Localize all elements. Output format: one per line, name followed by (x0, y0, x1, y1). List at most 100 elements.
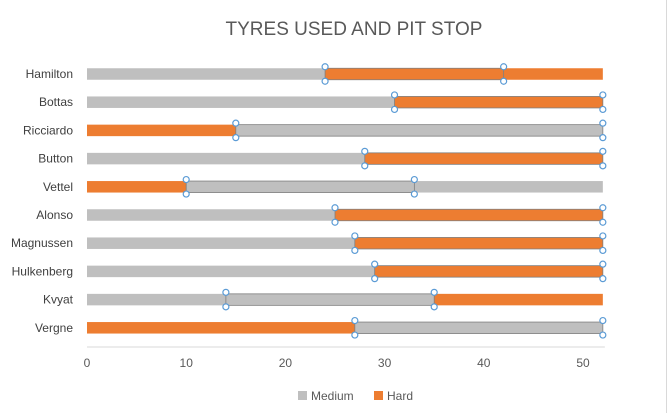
selection-handle[interactable] (599, 232, 607, 240)
selection-handle[interactable] (331, 204, 339, 212)
selection-handle[interactable] (182, 190, 190, 198)
category-label: Vergne (35, 321, 73, 335)
selection-handle[interactable] (599, 147, 607, 155)
selection-handle[interactable] (351, 232, 359, 240)
selection-handle[interactable] (232, 134, 240, 142)
selection-handle[interactable] (361, 147, 369, 155)
selection-outline (394, 96, 604, 109)
bar-segment-hard[interactable] (335, 209, 603, 221)
x-tick-label: 0 (84, 356, 91, 370)
bar-segment-hard[interactable] (503, 68, 603, 80)
selection-handle[interactable] (500, 77, 508, 85)
x-tick-label: 40 (477, 356, 491, 370)
selection-handle[interactable] (599, 105, 607, 114)
bar-segment-medium[interactable] (87, 209, 335, 221)
bar-segment-medium[interactable] (87, 265, 375, 278)
selection-handle[interactable] (351, 316, 359, 325)
category-label: Alonso (36, 208, 73, 222)
selection-handle[interactable] (351, 246, 359, 255)
selection-handle[interactable] (599, 218, 607, 226)
selection-handle[interactable] (599, 331, 607, 339)
x-tick-label: 30 (378, 356, 392, 370)
selection-outline (364, 152, 604, 165)
bar-segment-hard[interactable] (87, 124, 236, 137)
selection-outline (374, 265, 604, 278)
bar-segment-hard[interactable] (434, 293, 603, 306)
selection-handle[interactable] (430, 303, 438, 311)
selection-handle[interactable] (410, 175, 418, 184)
category-label: Kvyat (43, 293, 74, 307)
selection-handle[interactable] (321, 77, 329, 85)
category-axis: Hamilton Bottas Ricciardo Button Vettel Alons… (11, 67, 74, 335)
selection-handle[interactable] (182, 175, 190, 184)
selection-handle[interactable] (371, 260, 379, 268)
selection-outline (185, 180, 415, 193)
bar-segment-medium[interactable] (225, 293, 435, 306)
bar-segment-medium[interactable] (186, 181, 415, 193)
bar-segment-medium[interactable] (87, 237, 355, 249)
selection-handle[interactable] (361, 162, 369, 170)
bar-segment-medium[interactable] (87, 152, 365, 165)
selection-handle[interactable] (599, 204, 607, 212)
selection-outline (354, 237, 604, 250)
bar-segment-medium[interactable] (87, 68, 326, 80)
bar-segment-medium[interactable] (87, 293, 226, 306)
category-label: Button (38, 152, 73, 166)
value-axis: 0 10 20 30 40 50 (84, 346, 605, 370)
x-tick-label: 10 (180, 356, 194, 370)
selection-outline (354, 321, 604, 334)
bar-segment-hard[interactable] (374, 265, 603, 278)
selection-handle[interactable] (500, 63, 508, 71)
selection-handle[interactable] (430, 288, 438, 296)
legend-swatch-medium (298, 391, 307, 400)
category-label: Ricciardo (23, 123, 73, 137)
category-label: Hulkenberg (12, 264, 73, 278)
selection-handle[interactable] (599, 246, 607, 255)
selection-handle[interactable] (599, 91, 607, 99)
bar-segment-medium[interactable] (414, 181, 603, 193)
selection-handle[interactable] (222, 288, 230, 296)
bar-segment-hard[interactable] (87, 322, 355, 334)
selection-outline (334, 208, 604, 222)
bar-segment-medium[interactable] (354, 322, 603, 334)
x-tick-label: 50 (576, 356, 590, 370)
selection-handle[interactable] (331, 218, 339, 226)
category-label: Vettel (43, 180, 73, 194)
selection-handle[interactable] (222, 303, 230, 311)
bar-segment-hard[interactable] (364, 152, 603, 165)
bar-segment-hard[interactable] (394, 96, 603, 108)
selection-handle[interactable] (321, 63, 329, 71)
selection-outline (324, 67, 505, 81)
bar-segment-medium[interactable] (235, 124, 603, 137)
x-tick-label: 20 (279, 356, 293, 370)
selection-handle[interactable] (232, 119, 240, 127)
selection-handle[interactable] (599, 134, 607, 142)
selection-handle[interactable] (599, 275, 607, 283)
legend-label: Medium (311, 389, 354, 403)
selection-handle[interactable] (599, 162, 607, 170)
category-label: Hamilton (26, 67, 73, 81)
selection-handle[interactable] (390, 105, 399, 114)
selection-handle[interactable] (351, 331, 359, 339)
selection-handle[interactable] (599, 119, 607, 127)
selection-outline (225, 293, 435, 306)
legend-label: Hard (387, 389, 413, 403)
bar-segment-hard[interactable] (354, 237, 603, 249)
legend[interactable]: Medium Hard (298, 389, 413, 403)
selection-handle[interactable] (410, 190, 418, 198)
selection-handle[interactable] (599, 316, 607, 325)
category-label: Bottas (39, 95, 73, 109)
legend-swatch-hard (374, 391, 383, 400)
bar-segment-medium[interactable] (87, 96, 395, 108)
chart-title: TYRES USED AND PIT STOP (226, 19, 483, 40)
bar-segment-hard[interactable] (87, 181, 187, 193)
selection-handle[interactable] (599, 260, 607, 268)
category-label: Magnussen (11, 236, 73, 250)
selection-handle[interactable] (390, 91, 399, 99)
plot-area (87, 63, 607, 339)
bar-segment-hard[interactable] (325, 68, 504, 80)
selection-handle[interactable] (371, 275, 379, 283)
selection-outline (235, 124, 604, 137)
